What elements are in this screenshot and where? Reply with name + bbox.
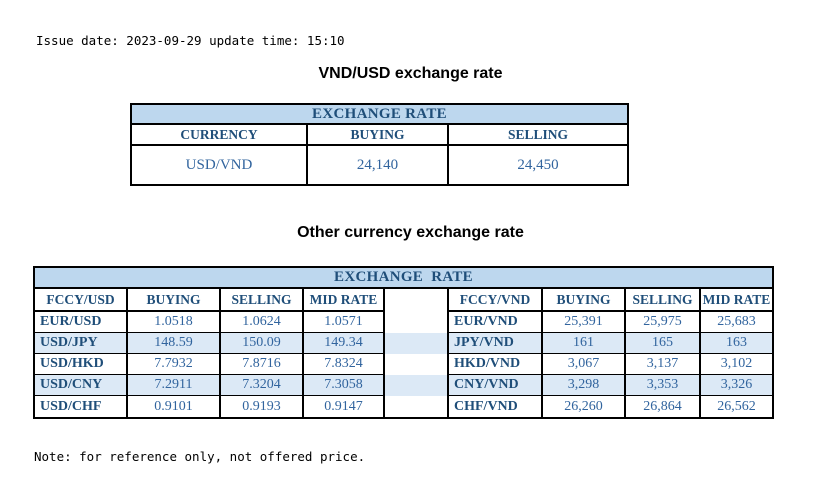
mid-rate-cell: 3,326 [701,375,772,396]
usd-exchange-table: EXCHANGE RATE CURRENCY BUYING SELLING US… [130,103,629,186]
gap-cell [385,396,449,417]
pair-cell: USD/JPY [35,333,128,354]
pair-cell: USD/CNY [35,375,128,396]
buying-cell: 25,391 [543,312,626,333]
selling-cell: 24,450 [517,156,559,173]
column-header-mid-rate: MID RATE [304,289,385,312]
table-banner: EXCHANGE RATE [132,105,627,125]
buying-cell: 1.0518 [128,312,221,333]
selling-cell: 7.8716 [221,354,304,375]
selling-cell: 3,137 [626,354,701,375]
pair-cell: CHF/VND [449,396,543,417]
pair-cell: EUR/VND [449,312,543,333]
gap-cell [385,289,449,312]
selling-cell: 3,353 [626,375,701,396]
buying-cell: 0.9101 [128,396,221,417]
column-header-selling: SELLING [221,289,304,312]
mid-rate-cell: 7.8324 [304,354,385,375]
selling-cell: 1.0624 [221,312,304,333]
selling-cell: 150.09 [221,333,304,354]
pair-cell: USD/HKD [35,354,128,375]
pair-cell: JPY/VND [449,333,543,354]
pair-cell: HKD/VND [449,354,543,375]
selling-cell: 0.9193 [221,396,304,417]
table-banner: EXCHANGE RATE [35,268,772,289]
gap-cell [385,312,449,333]
mid-rate-cell: 1.0571 [304,312,385,333]
column-header-fccy-vnd: FCCY/VND [449,289,543,312]
other-table-title: Other currency exchange rate [297,224,524,241]
buying-cell: 3,067 [543,354,626,375]
mid-rate-cell: 163 [701,333,772,354]
buying-cell: 7.2911 [128,375,221,396]
selling-cell: 165 [626,333,701,354]
mid-rate-cell: 3,102 [701,354,772,375]
gap-cell [385,375,449,396]
pair-cell: CNY/VND [449,375,543,396]
column-header-buying: BUYING [308,125,449,146]
gap-cell [385,354,449,375]
note-text: Note: for reference only, not offered pr… [34,449,366,464]
usd-table-title: VND/USD exchange rate [318,65,503,82]
selling-cell: 7.3204 [221,375,304,396]
mid-rate-cell: 26,562 [717,398,756,414]
column-header-selling: SELLING [449,125,627,146]
buying-cell: 26,260 [543,396,626,417]
mid-rate-cell: 0.9147 [304,396,385,417]
buying-cell: 3,298 [543,375,626,396]
buying-cell: 161 [543,333,626,354]
buying-cell: 24,140 [308,146,449,184]
column-header-currency: CURRENCY [132,125,308,146]
mid-rate-cell: 7.3058 [304,375,385,396]
issue-date-text: Issue date: 2023-09-29 update time: 15:1… [36,33,345,48]
mid-rate-cell: 149.34 [304,333,385,354]
selling-cell: 26,864 [626,396,701,417]
selling-cell: 25,975 [626,312,701,333]
currency-cell: USD/VND [132,146,308,184]
column-header-mid-rate: MID RATE [701,289,772,312]
column-header-buying: BUYING [543,289,626,312]
other-exchange-table: EXCHANGE RATE FCCY/USD BUYING SELLING MI… [33,266,774,419]
column-header-buying: BUYING [128,289,221,312]
pair-cell: EUR/USD [35,312,128,333]
column-header-selling: SELLING [626,289,701,312]
column-header-fccy-usd: FCCY/USD [35,289,128,312]
buying-cell: 7.7932 [128,354,221,375]
buying-cell: 148.59 [128,333,221,354]
pair-cell: USD/CHF [35,396,128,417]
mid-rate-cell: 25,683 [701,312,772,333]
gap-cell [385,333,449,354]
